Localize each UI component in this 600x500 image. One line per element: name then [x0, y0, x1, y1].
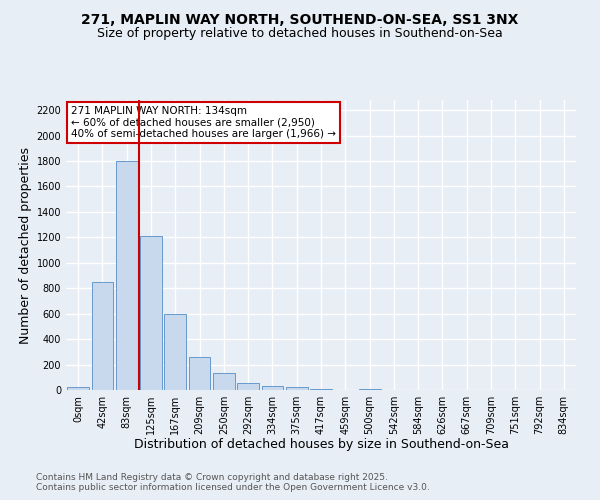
- Bar: [164, 314, 186, 390]
- X-axis label: Distribution of detached houses by size in Southend-on-Sea: Distribution of detached houses by size …: [133, 438, 509, 452]
- Bar: [359, 388, 380, 390]
- Text: Contains HM Land Registry data © Crown copyright and database right 2025.: Contains HM Land Registry data © Crown c…: [36, 472, 388, 482]
- Bar: [188, 357, 211, 390]
- Bar: [67, 387, 89, 390]
- Bar: [286, 388, 308, 390]
- Bar: [310, 388, 332, 390]
- Bar: [116, 161, 137, 390]
- Text: Size of property relative to detached houses in Southend-on-Sea: Size of property relative to detached ho…: [97, 28, 503, 40]
- Y-axis label: Number of detached properties: Number of detached properties: [19, 146, 32, 344]
- Text: 271 MAPLIN WAY NORTH: 134sqm
← 60% of detached houses are smaller (2,950)
40% of: 271 MAPLIN WAY NORTH: 134sqm ← 60% of de…: [71, 106, 336, 139]
- Bar: [140, 236, 162, 390]
- Bar: [91, 282, 113, 390]
- Text: 271, MAPLIN WAY NORTH, SOUTHEND-ON-SEA, SS1 3NX: 271, MAPLIN WAY NORTH, SOUTHEND-ON-SEA, …: [82, 12, 518, 26]
- Bar: [262, 386, 283, 390]
- Bar: [237, 383, 259, 390]
- Text: Contains public sector information licensed under the Open Government Licence v3: Contains public sector information licen…: [36, 482, 430, 492]
- Bar: [213, 373, 235, 390]
